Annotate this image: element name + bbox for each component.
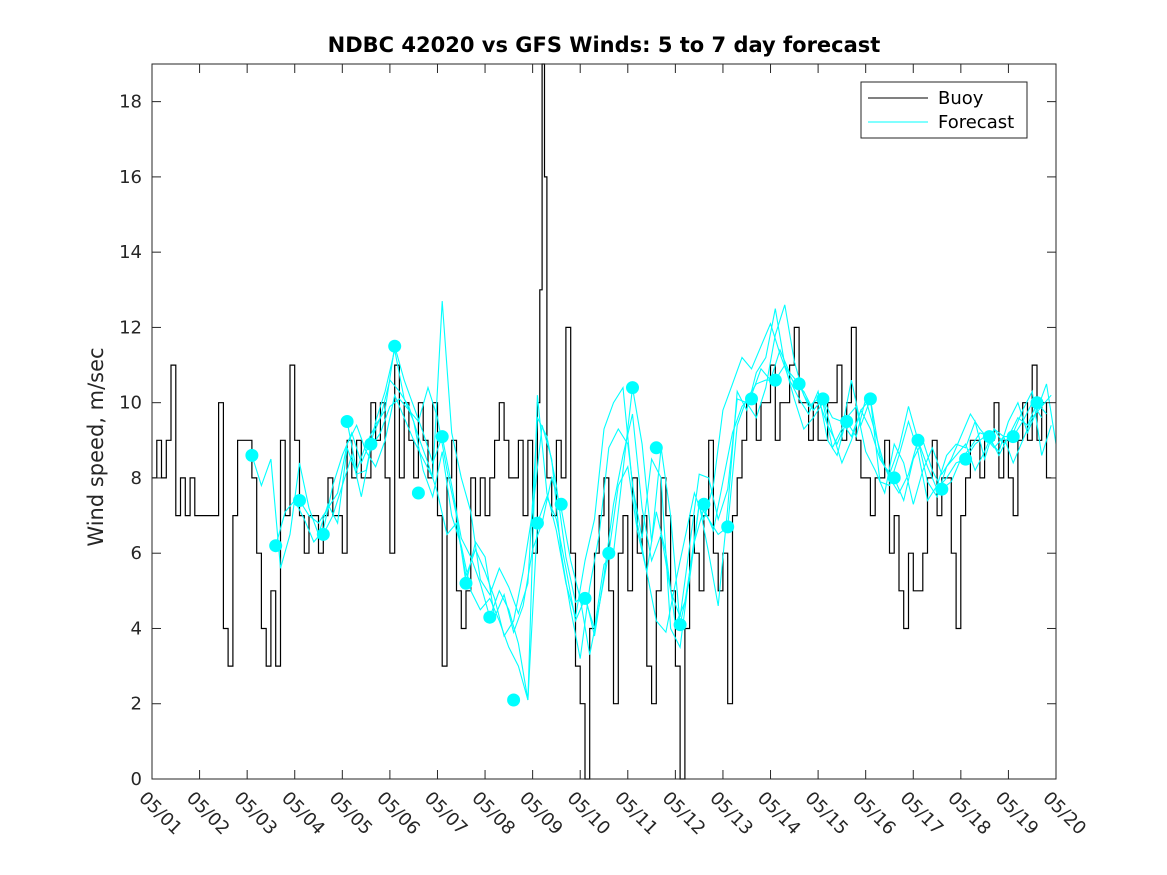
forecast-marker <box>673 618 687 632</box>
forecast-marker <box>649 441 663 455</box>
legend: Buoy Forecast <box>860 81 1028 139</box>
forecast-marker <box>388 339 402 353</box>
chart-title: NDBC 42020 vs GFS Winds: 5 to 7 day fore… <box>328 33 881 57</box>
forecast-marker <box>245 448 259 462</box>
forecast-marker <box>554 497 568 511</box>
y-tick-label: 6 <box>131 543 142 564</box>
y-tick-label: 18 <box>119 92 142 113</box>
forecast-marker <box>1006 430 1020 444</box>
forecast-marker <box>840 415 854 428</box>
forecast-marker <box>578 591 592 605</box>
forecast-marker <box>1030 396 1044 410</box>
forecast-marker <box>959 452 973 466</box>
forecast-marker <box>530 516 544 530</box>
forecast-marker <box>459 576 473 590</box>
forecast-marker-layer <box>245 339 1044 707</box>
forecast-marker <box>602 546 616 560</box>
forecast-marker <box>364 437 378 451</box>
legend-buoy-label: Buoy <box>938 88 984 109</box>
forecast-marker <box>721 520 735 534</box>
y-tick-label: 0 <box>131 769 142 790</box>
forecast-series-line-3 <box>299 301 1052 637</box>
y-tick-label: 14 <box>119 242 142 263</box>
plot-area <box>152 63 1057 780</box>
y-tick-label: 12 <box>119 317 142 338</box>
y-axis-label: Wind speed, m/sec <box>84 347 108 546</box>
forecast-marker <box>887 471 901 485</box>
forecast-marker <box>863 392 877 406</box>
forecast-marker <box>411 486 425 500</box>
forecast-marker <box>816 392 830 406</box>
legend-box <box>860 81 1028 139</box>
y-tick-label: 10 <box>119 393 142 414</box>
legend-forecast-label: Forecast <box>938 112 1014 133</box>
forecast-marker <box>626 381 639 395</box>
y-tick-label: 2 <box>131 694 142 715</box>
axes-box <box>151 63 1057 780</box>
forecast-series-line-5 <box>346 346 1043 701</box>
forecast-marker <box>483 610 497 624</box>
forecast-marker <box>982 430 996 444</box>
forecast-marker <box>792 377 806 391</box>
y-tick-label: 4 <box>131 618 142 639</box>
forecast-marker <box>435 430 449 444</box>
forecast-marker <box>293 494 306 507</box>
forecast-marker <box>269 539 283 553</box>
forecast-marker <box>340 415 354 428</box>
forecast-marker <box>697 497 711 511</box>
forecast-marker <box>745 392 758 406</box>
forecast-marker <box>316 527 330 541</box>
y-tick-label: 8 <box>131 468 142 489</box>
forecast-marker <box>935 482 949 496</box>
buoy-series-line <box>152 63 1052 780</box>
forecast-marker <box>911 433 925 447</box>
forecast-marker <box>768 373 782 387</box>
forecast-series-line-1 <box>251 308 1052 701</box>
y-tick-label: 16 <box>119 167 142 188</box>
y-axis-ticks: 0 2 4 6 8 10 12 14 16 18 <box>119 92 1056 790</box>
forecast-marker <box>507 693 521 707</box>
buoy-series-layer <box>152 63 1052 780</box>
forecast-series-layer <box>251 301 1057 701</box>
